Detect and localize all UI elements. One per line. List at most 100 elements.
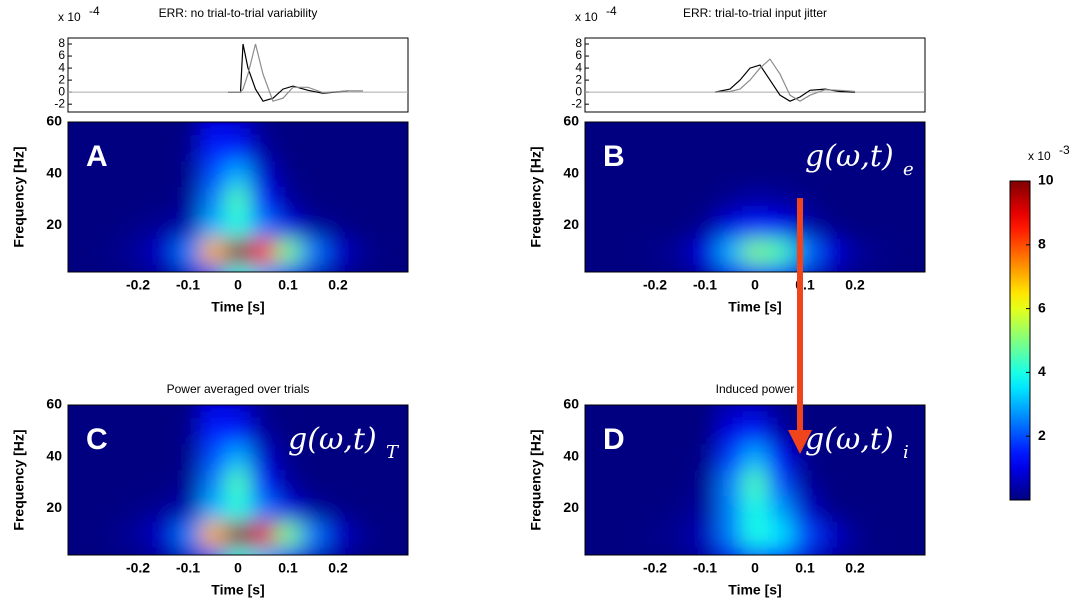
y-tick-label: 60 bbox=[563, 396, 579, 412]
heatmap-cell bbox=[200, 443, 226, 471]
heatmap-cell bbox=[767, 405, 793, 419]
heatmap-cell bbox=[692, 443, 718, 471]
y-tick-label: 2 bbox=[58, 72, 65, 86]
heatmap-cell bbox=[842, 212, 868, 239]
axes-frame bbox=[584, 37, 926, 113]
heatmap-cell bbox=[792, 238, 818, 265]
heatmap-cell bbox=[667, 443, 693, 471]
heatmap-cell bbox=[867, 212, 893, 239]
heatmap-cell bbox=[300, 264, 326, 272]
heatmap-cell bbox=[100, 134, 126, 162]
heatmap-cell bbox=[250, 264, 276, 272]
heatmap-cell bbox=[200, 264, 226, 272]
heatmap-cell bbox=[817, 469, 843, 497]
y-tick-label: 0 bbox=[575, 84, 582, 98]
heatmap-cell bbox=[692, 160, 718, 188]
heatmap-cell bbox=[617, 405, 643, 419]
heatmap-cell bbox=[617, 238, 643, 265]
chart-title: Power averaged over trials bbox=[167, 382, 310, 396]
heatmap-cell bbox=[842, 122, 868, 136]
heatmap-cell bbox=[225, 134, 251, 162]
heatmap-cell bbox=[717, 495, 743, 522]
axes-frame bbox=[67, 404, 409, 556]
heatmap-cell bbox=[275, 122, 301, 136]
x-axis-label: Time [s] bbox=[728, 299, 781, 315]
y-tick-label: 8 bbox=[575, 36, 582, 50]
heatmap-cell bbox=[692, 469, 718, 497]
heatmap-cell bbox=[717, 405, 743, 419]
x-tick-label: -0.1 bbox=[693, 560, 717, 576]
y-tick-label: 40 bbox=[46, 447, 62, 463]
heatmap-cell bbox=[100, 469, 126, 497]
heatmap-cell bbox=[642, 405, 668, 419]
heatmap-cell bbox=[742, 160, 768, 188]
exponent-base: x 10 bbox=[1028, 149, 1051, 163]
colorbar bbox=[1009, 180, 1031, 501]
x-tick-label: -0.1 bbox=[176, 560, 200, 576]
heatmap-cell bbox=[817, 160, 843, 188]
heatmap-cell bbox=[867, 469, 893, 497]
heatmap-cell bbox=[667, 134, 693, 162]
heatmap-cell bbox=[250, 134, 276, 162]
y-tick-label: 40 bbox=[563, 447, 579, 463]
panel-label: D bbox=[603, 423, 625, 456]
heatmap-cell bbox=[125, 264, 151, 272]
heatmap-cell bbox=[792, 264, 818, 272]
heatmap-cell bbox=[742, 495, 768, 522]
heatmap-cell bbox=[125, 417, 151, 445]
heatmap-cell bbox=[175, 469, 201, 497]
heatmap-cell bbox=[325, 122, 351, 136]
heatmap-cell bbox=[325, 417, 351, 445]
exponent: -3 bbox=[1059, 143, 1070, 157]
heatmap-cell bbox=[617, 134, 643, 162]
x-tick-label: -0.1 bbox=[176, 277, 200, 293]
y-tick-label: 8 bbox=[58, 36, 65, 50]
x-tick-label: 0.2 bbox=[845, 277, 865, 293]
heatmap-cell bbox=[767, 134, 793, 162]
x-axis-label: Time [s] bbox=[211, 299, 264, 315]
heatmap-cell bbox=[767, 547, 793, 555]
heatmap-cell bbox=[717, 160, 743, 188]
heatmap-cell bbox=[225, 212, 251, 239]
heatmap-cell bbox=[717, 212, 743, 239]
x-tick-label: -0.2 bbox=[643, 277, 667, 293]
heatmap-cell bbox=[792, 186, 818, 214]
colorbar-tick-label: 4 bbox=[1038, 363, 1046, 379]
heatmap-cell bbox=[792, 160, 818, 188]
heatmap-cell bbox=[792, 134, 818, 162]
heatmap bbox=[617, 122, 893, 272]
heatmap-cell bbox=[717, 238, 743, 265]
heatmap-cell bbox=[767, 122, 793, 136]
heatmap-cell bbox=[100, 521, 126, 548]
heatmap-cell bbox=[275, 521, 301, 548]
heatmap-cell bbox=[250, 405, 276, 419]
heatmap-cell bbox=[100, 160, 126, 188]
exponent-base: x 10 bbox=[575, 10, 598, 24]
y-tick-label: -2 bbox=[54, 96, 65, 110]
exponent: -4 bbox=[89, 4, 100, 18]
heatmap-cell bbox=[150, 186, 176, 214]
panel-label: B bbox=[603, 140, 625, 173]
heatmap-cell bbox=[742, 212, 768, 239]
heatmap-cell bbox=[350, 186, 376, 214]
heatmap-cell bbox=[842, 469, 868, 497]
x-tick-label: -0.2 bbox=[643, 560, 667, 576]
heatmap-cell bbox=[175, 417, 201, 445]
heatmap-cell bbox=[617, 122, 643, 136]
heatmap-cell bbox=[225, 495, 251, 522]
heatmap-cell bbox=[667, 521, 693, 548]
heatmap-cell bbox=[200, 405, 226, 419]
heatmap-cell bbox=[275, 443, 301, 471]
heatmap-cell bbox=[225, 160, 251, 188]
heatmap-cell bbox=[175, 443, 201, 471]
chart-title: ERR: no trial-to-trial variability bbox=[159, 6, 318, 20]
x-tick-label: 0.2 bbox=[328, 277, 348, 293]
heatmap-cell bbox=[300, 443, 326, 471]
heatmap-cell bbox=[250, 160, 276, 188]
heatmap-cell bbox=[350, 405, 376, 419]
heatmap-cell bbox=[817, 238, 843, 265]
heatmap-cell bbox=[275, 417, 301, 445]
heatmap-cell bbox=[842, 134, 868, 162]
heatmap-cell bbox=[325, 521, 351, 548]
heatmap-cell bbox=[275, 264, 301, 272]
